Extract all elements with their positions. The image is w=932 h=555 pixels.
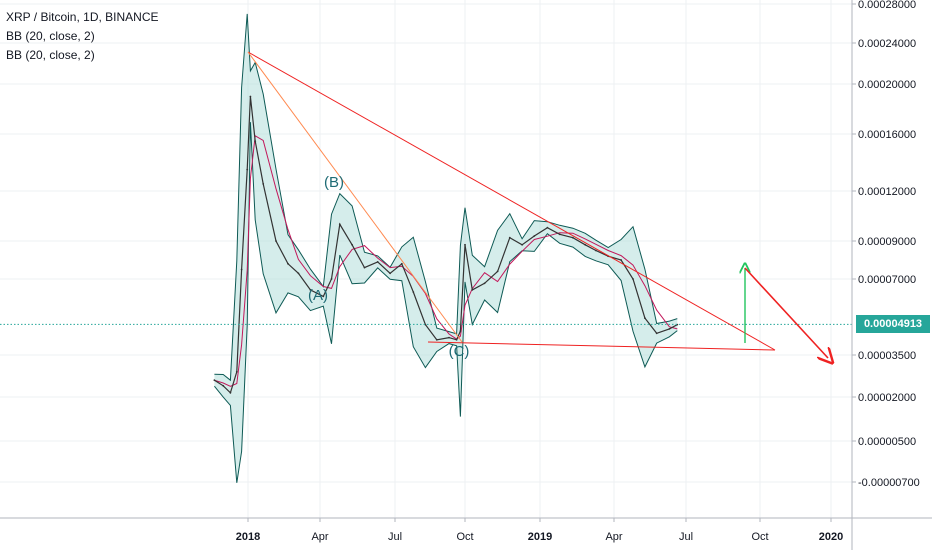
- price-point-21: [412, 291, 415, 293]
- x-tick-label: 2018: [236, 531, 260, 543]
- price-point-12: [309, 289, 312, 291]
- y-tick-label: 0.00028000: [858, 0, 916, 11]
- price-point-4: [240, 268, 243, 271]
- y-tick-label: 0.00007000: [858, 274, 916, 286]
- y-tick-label: 0.00012000: [858, 186, 916, 198]
- price-point-27: [464, 243, 466, 246]
- price-point-11: [297, 272, 300, 275]
- price-point-31: [508, 236, 511, 239]
- price-point-24: [448, 336, 450, 339]
- wave-label-a: (A): [308, 287, 328, 304]
- y-tick-label: -0.00000700: [858, 477, 920, 489]
- price-point-34: [546, 226, 549, 229]
- price-point-13: [322, 295, 325, 298]
- y-tick-label: 0.00009000: [858, 236, 916, 248]
- price-axis-panel: [852, 0, 932, 550]
- price-point-17: [363, 266, 366, 269]
- y-tick-label: 0.00024000: [858, 38, 916, 50]
- price-point-19: [389, 272, 391, 275]
- indicator-label-2[interactable]: BB (20, close, 2): [6, 48, 95, 62]
- y-tick-label: 0.00020000: [858, 79, 916, 91]
- price-point-6: [249, 95, 252, 98]
- price-point-37: [584, 243, 587, 246]
- symbol-title[interactable]: XRP / Bitcoin, 1D, BINANCE: [6, 10, 159, 24]
- price-point-15: [338, 223, 341, 226]
- x-tick-label: Apr: [311, 531, 328, 543]
- current-price-badge: 0.00004913: [856, 315, 930, 334]
- price-point-43: [655, 332, 658, 335]
- price-point-18: [376, 261, 379, 263]
- price-point-35: [558, 233, 561, 236]
- bollinger-basis-line: [214, 134, 678, 387]
- price-point-14: [330, 278, 333, 280]
- price-point-10: [287, 262, 289, 265]
- y-tick-label: 0.00000500: [858, 436, 916, 448]
- price-line: [214, 96, 678, 394]
- trendline-lower: [427, 341, 776, 351]
- wave-label-b: (B): [324, 174, 344, 191]
- price-point-36: [572, 236, 574, 239]
- x-tick-label: Jul: [679, 531, 693, 543]
- y-tick-label: 0.00003500: [858, 350, 916, 362]
- x-tick-label: 2019: [528, 531, 552, 543]
- indicator-label-1[interactable]: BB (20, close, 2): [6, 29, 95, 43]
- x-tick-label: Apr: [605, 531, 622, 543]
- price-point-0: [213, 379, 216, 382]
- price-point-5: [246, 168, 249, 171]
- price-point-9: [275, 240, 277, 242]
- trendline-upper: [247, 51, 776, 351]
- price-point-28: [471, 289, 474, 291]
- price-point-7: [254, 140, 257, 143]
- price-point-33: [533, 235, 536, 237]
- price-point-41: [632, 278, 634, 280]
- bollinger-lower-band: [214, 122, 678, 483]
- price-point-3: [235, 370, 238, 373]
- trendline-orange: [247, 51, 463, 343]
- price-point-8: [262, 183, 265, 185]
- price-point-29: [483, 282, 486, 285]
- y-tick-label: 0.00016000: [858, 129, 916, 141]
- wave-label-c: (C): [449, 343, 470, 360]
- price-point-38: [595, 249, 597, 252]
- price-point-16: [351, 243, 353, 246]
- x-tick-label: Jul: [388, 531, 402, 543]
- y-tick-label: 0.00002000: [858, 392, 916, 404]
- price-point-42: [644, 317, 646, 319]
- price-point-26: [459, 330, 462, 332]
- price-point-32: [521, 243, 523, 246]
- bollinger-upper-band: [214, 13, 678, 382]
- time-axis-panel: [0, 518, 932, 550]
- x-tick-label: 2020: [819, 531, 843, 543]
- price-point-30: [496, 270, 499, 273]
- price-point-20: [400, 262, 403, 265]
- price-point-25: [455, 338, 458, 341]
- price-point-2: [229, 391, 232, 394]
- price-point-40: [620, 259, 622, 261]
- red-down-arrow: [744, 267, 828, 358]
- price-point-44: [668, 328, 671, 330]
- x-tick-label: Oct: [751, 531, 768, 543]
- bollinger-band-fill: [214, 13, 678, 483]
- price-point-1: [222, 384, 225, 387]
- price-point-23: [435, 338, 438, 341]
- chart-legend: XRP / Bitcoin, 1D, BINANCE BB (20, close…: [6, 8, 159, 65]
- x-tick-label: Oct: [456, 531, 473, 543]
